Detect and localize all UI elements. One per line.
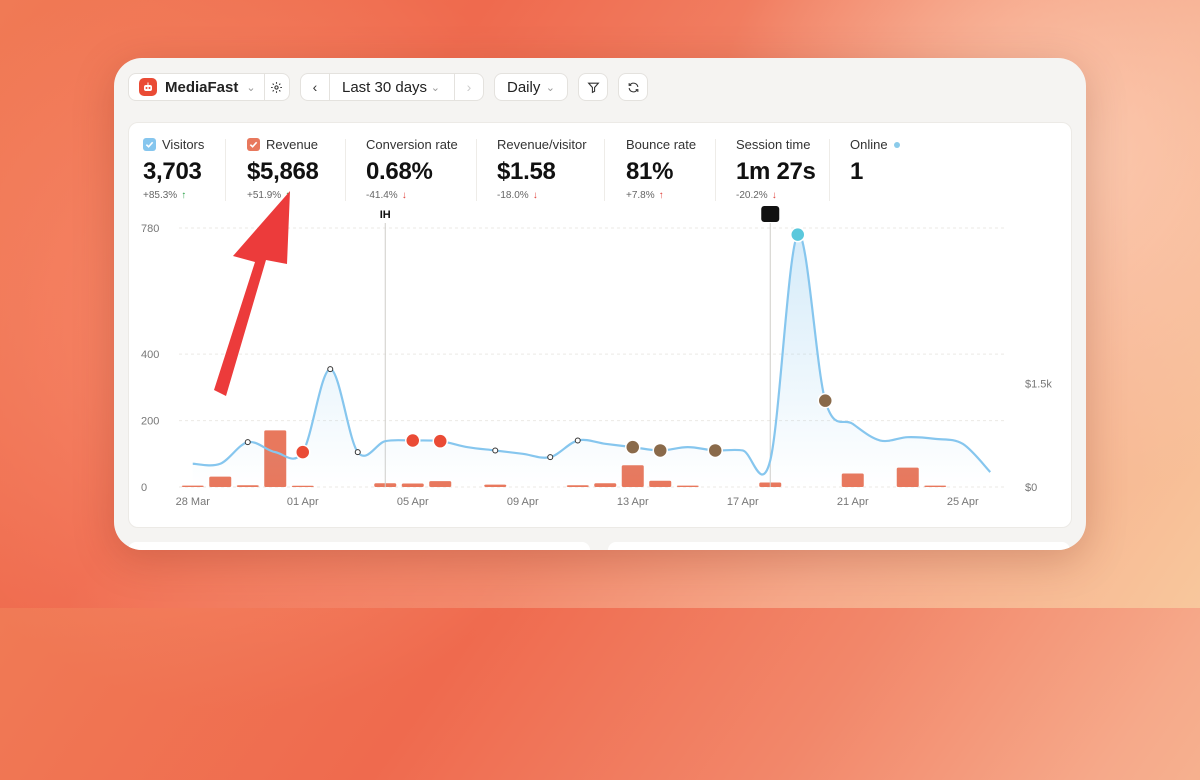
check-icon	[249, 141, 258, 148]
x-axis-tick: 05 Apr	[397, 496, 429, 508]
date-range-label: Last 30 days	[342, 78, 428, 96]
arrow-down-icon: ↓	[532, 190, 538, 201]
visitor-avatar-icon	[652, 442, 668, 459]
y-axis-left-tick: 400	[141, 349, 159, 361]
metric-value: $5,868	[247, 158, 319, 185]
chevron-right-icon: ›	[466, 79, 472, 95]
visitors-point	[327, 366, 334, 373]
robot-logo-icon	[139, 78, 157, 96]
analytics-panel: Visitors 3,703 +85.3% ↑ Revenue $5,868 +5…	[128, 122, 1072, 528]
metric-value: 3,703	[143, 158, 202, 185]
visitors-point	[492, 447, 499, 454]
metric-label: Visitors	[162, 137, 205, 152]
site-name: MediaFast	[165, 78, 239, 96]
online-indicator-icon	[893, 141, 900, 148]
metric-label: Revenue	[266, 137, 319, 152]
x-axis-tick: 01 Apr	[287, 496, 319, 508]
metric-change: -41.4%	[366, 190, 398, 201]
site-switcher[interactable]: MediaFast ⌄	[129, 74, 265, 100]
dashboard-window: MediaFast ⌄ ‹ Last 30 days ⌄ › Daily ⌄	[114, 58, 1086, 550]
chevron-down-icon: ⌄	[246, 81, 256, 94]
annotation-label: IH	[380, 209, 391, 221]
bottom-card-right	[608, 542, 1070, 550]
filter-button[interactable]	[578, 73, 608, 101]
arrow-down-icon: ↓	[771, 190, 777, 201]
visitors-point	[354, 449, 361, 456]
arrow-up-icon: ↑	[181, 190, 187, 201]
x-axis-tick: 13 Apr	[617, 496, 649, 508]
visitor-avatar-icon	[432, 433, 448, 449]
traffic-revenue-chart[interactable]: 0 200 400 780 $0 $1.5k 28 Mar 01 Apr 05 Apr 09 Ap…	[129, 123, 1071, 527]
x-axis-tick: 25 Apr	[947, 496, 979, 508]
granularity-dropdown[interactable]: Daily ⌄	[494, 73, 568, 101]
granularity-label: Daily	[507, 78, 541, 96]
toolbar: MediaFast ⌄ ‹ Last 30 days ⌄ › Daily ⌄	[128, 72, 648, 102]
metric-label: Bounce rate	[626, 137, 697, 152]
metric-session-time[interactable]: Session time 1m 27s -20.2% ↓	[736, 137, 816, 201]
metric-value: $1.58	[497, 158, 556, 185]
bottom-card-left	[128, 542, 590, 550]
metric-change: -20.2%	[736, 190, 768, 201]
metric-label: Online	[850, 137, 888, 152]
visitor-avatar-icon	[790, 226, 806, 243]
check-icon	[145, 141, 154, 148]
metric-change: +85.3%	[143, 190, 178, 201]
y-axis-right-tick: $0	[1025, 482, 1037, 494]
metric-label: Session time	[736, 137, 811, 152]
visitors-area	[192, 234, 991, 487]
refresh-button[interactable]	[618, 73, 648, 101]
metric-bounce-rate[interactable]: Bounce rate 81% +7.8% ↑	[626, 137, 696, 201]
annotation-marker-icon	[376, 206, 395, 222]
y-axis-left-tick: 200	[141, 416, 159, 428]
arrow-down-icon: ↓	[401, 190, 407, 201]
visitors-point	[244, 439, 251, 446]
visitors-point	[547, 454, 554, 461]
y-axis-left-tick: 0	[141, 482, 147, 494]
date-range-control: ‹ Last 30 days ⌄ ›	[300, 73, 484, 101]
annotation-marker-icon	[761, 206, 780, 222]
metric-change: -18.0%	[497, 190, 529, 201]
x-axis-tick: 09 Apr	[507, 496, 539, 508]
metric-conversion-rate[interactable]: Conversion rate 0.68% -41.4% ↓	[366, 137, 458, 201]
metric-value: 0.68%	[366, 158, 433, 185]
metric-revenue-per-visitor[interactable]: Revenue/visitor $1.58 -18.0% ↓	[497, 137, 587, 201]
refresh-icon	[628, 82, 638, 92]
previous-period-button[interactable]: ‹	[301, 74, 330, 100]
visitors-point	[574, 437, 581, 444]
metric-value: 1	[850, 158, 864, 185]
settings-button[interactable]	[265, 74, 289, 100]
visitors-checkbox[interactable]	[143, 138, 156, 151]
visitor-avatar-icon	[295, 444, 311, 460]
site-selector[interactable]: MediaFast ⌄	[128, 73, 290, 101]
x-axis-tick: 17 Apr	[727, 496, 759, 508]
chevron-down-icon: ⌄	[430, 81, 440, 94]
visitor-avatar-icon	[817, 392, 833, 409]
chevron-left-icon: ‹	[312, 79, 318, 95]
next-period-button[interactable]: ›	[454, 74, 483, 100]
date-range-dropdown[interactable]: Last 30 days ⌄	[330, 79, 454, 96]
visitor-avatar-icon	[625, 439, 641, 455]
metric-change: +7.8%	[626, 190, 655, 201]
metric-value: 1m 27s	[736, 158, 816, 185]
visitor-avatar-icon	[707, 442, 723, 459]
gear-icon	[271, 81, 283, 93]
metric-value: 81%	[626, 158, 674, 185]
arrow-up-icon: ↑	[658, 190, 664, 201]
visitor-avatar-icon	[405, 432, 421, 449]
metric-online[interactable]: Online 1	[850, 137, 900, 186]
metric-visitors[interactable]: Visitors 3,703 +85.3% ↑	[143, 137, 204, 201]
x-axis-tick: 28 Mar	[176, 496, 211, 508]
y-axis-right-tick: $1.5k	[1025, 378, 1052, 390]
metric-label: Conversion rate	[366, 137, 458, 152]
revenue-checkbox[interactable]	[247, 138, 260, 151]
metric-label: Revenue/visitor	[497, 137, 587, 152]
filter-icon	[586, 82, 600, 93]
x-axis-tick: 21 Apr	[837, 496, 869, 508]
chevron-down-icon: ⌄	[545, 81, 555, 94]
y-axis-left-tick: 780	[141, 223, 159, 235]
